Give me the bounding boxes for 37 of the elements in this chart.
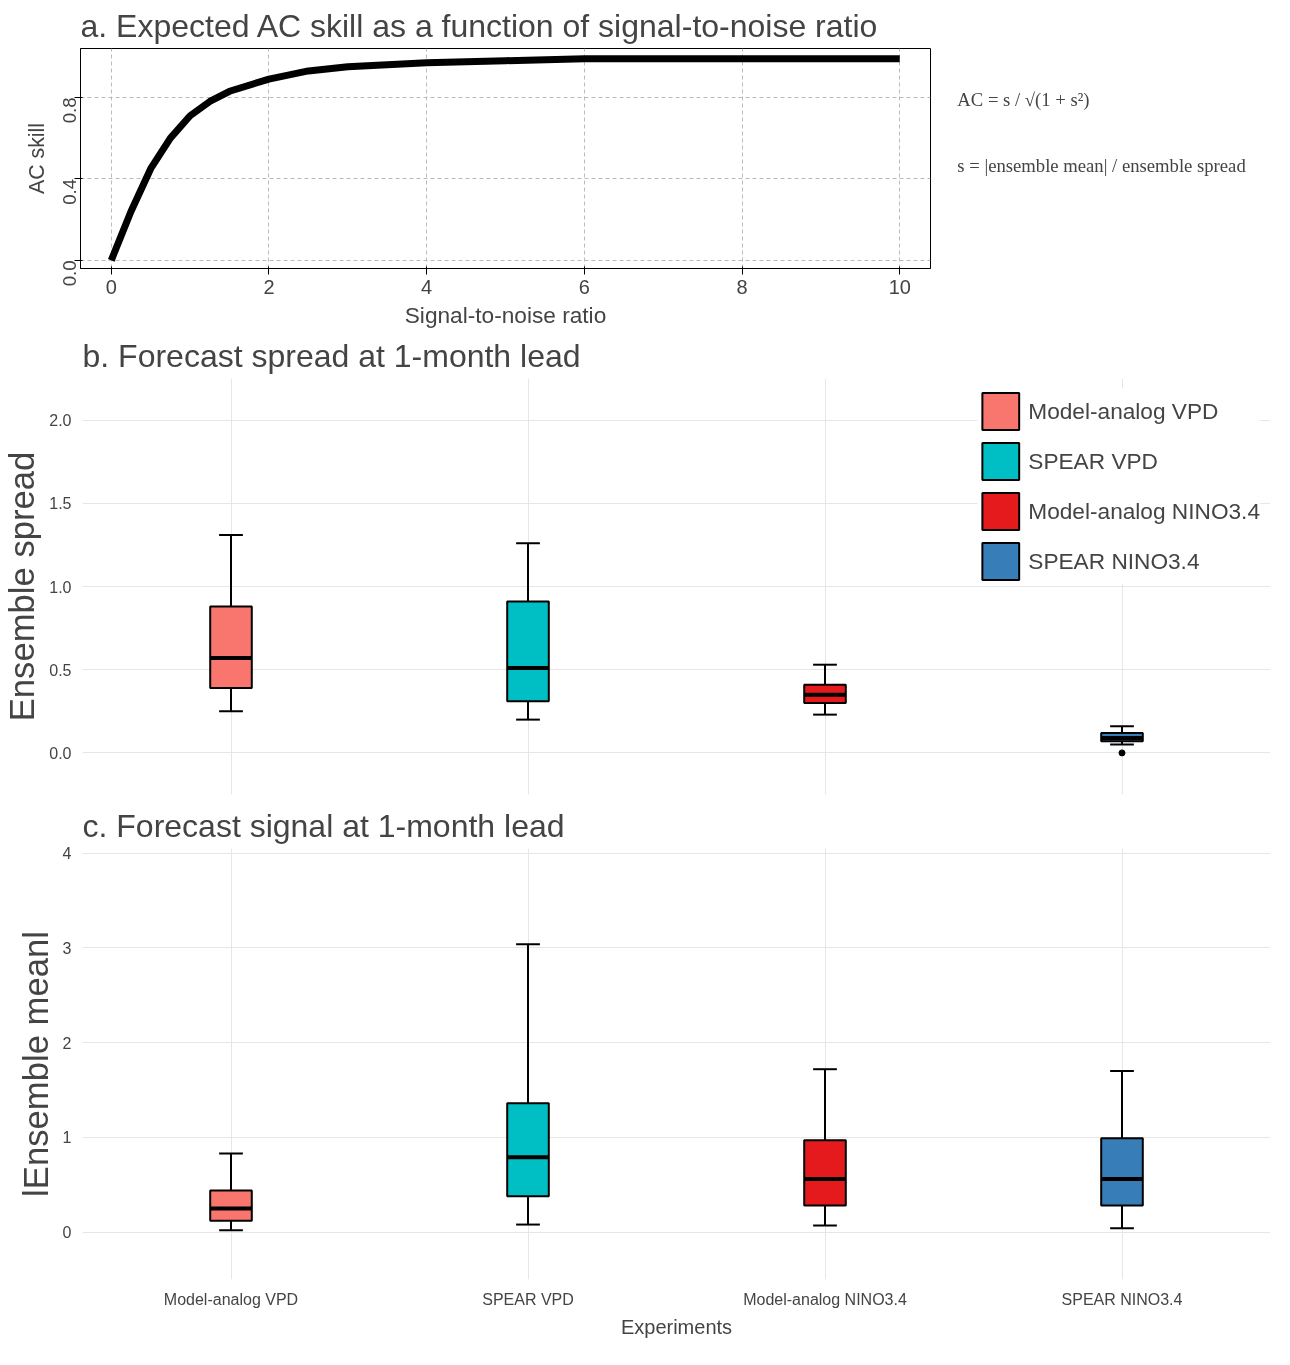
x-tick-label: 2: [263, 275, 275, 298]
y-tick-label: 3: [62, 939, 72, 957]
y-tick-label: 1.5: [49, 495, 72, 513]
y-tick-label: 2.0: [49, 412, 72, 430]
y-tick-label: 0.4: [59, 178, 80, 205]
y-axis-title: lEnsemble meanl: [16, 931, 55, 1197]
x-tick-label: 0: [105, 275, 117, 298]
y-tick-label: 1.0: [49, 578, 72, 596]
y-tick-label: 2: [62, 1034, 72, 1052]
y-tick-label: 0.8: [59, 97, 80, 124]
x-tick-label: 6: [578, 275, 590, 298]
x-tick-label: SPEAR NINO3.4: [1061, 1290, 1183, 1308]
chart-title: c. Forecast signal at 1-month lead: [82, 807, 565, 844]
x-axis-title: Experiments: [620, 1315, 733, 1338]
legend-label: SPEAR NINO3.4: [1028, 547, 1200, 575]
y-tick-label: 0.5: [49, 661, 72, 679]
text: AC = s / √(1 + s²): [957, 89, 1090, 112]
x-tick-label: Model-analog NINO3.4: [743, 1290, 907, 1308]
chart-title: a. Expected AC skill as a function of signal-to-noise ratio: [80, 7, 878, 44]
x-tick-label: 8: [736, 275, 748, 298]
legend-label: Model-analog VPD: [1028, 397, 1219, 425]
x-tick-label: 4: [421, 275, 433, 298]
text: s = |ensemble mean| / ensemble spread: [957, 155, 1247, 177]
chart-title: b. Forecast spread at 1-month lead: [82, 337, 581, 374]
x-axis-title: Signal-to-noise ratio: [404, 301, 607, 328]
x-tick-label: Model-analog VPD: [163, 1290, 299, 1308]
legend-label: SPEAR VPD: [1028, 447, 1158, 475]
y-axis-title: AC skill: [24, 122, 49, 195]
y-tick-label: 4: [62, 845, 72, 863]
y-tick-label: 0: [62, 1224, 72, 1242]
y-tick-label: 1: [62, 1129, 72, 1147]
y-tick-label: 0.0: [59, 260, 80, 287]
x-tick-label: SPEAR VPD: [482, 1290, 574, 1308]
x-tick-label: 10: [888, 275, 911, 298]
legend-label: Model-analog NINO3.4: [1028, 497, 1260, 525]
y-axis-title: Ensemble spread: [3, 451, 42, 722]
y-tick-label: 0.0: [49, 744, 72, 762]
